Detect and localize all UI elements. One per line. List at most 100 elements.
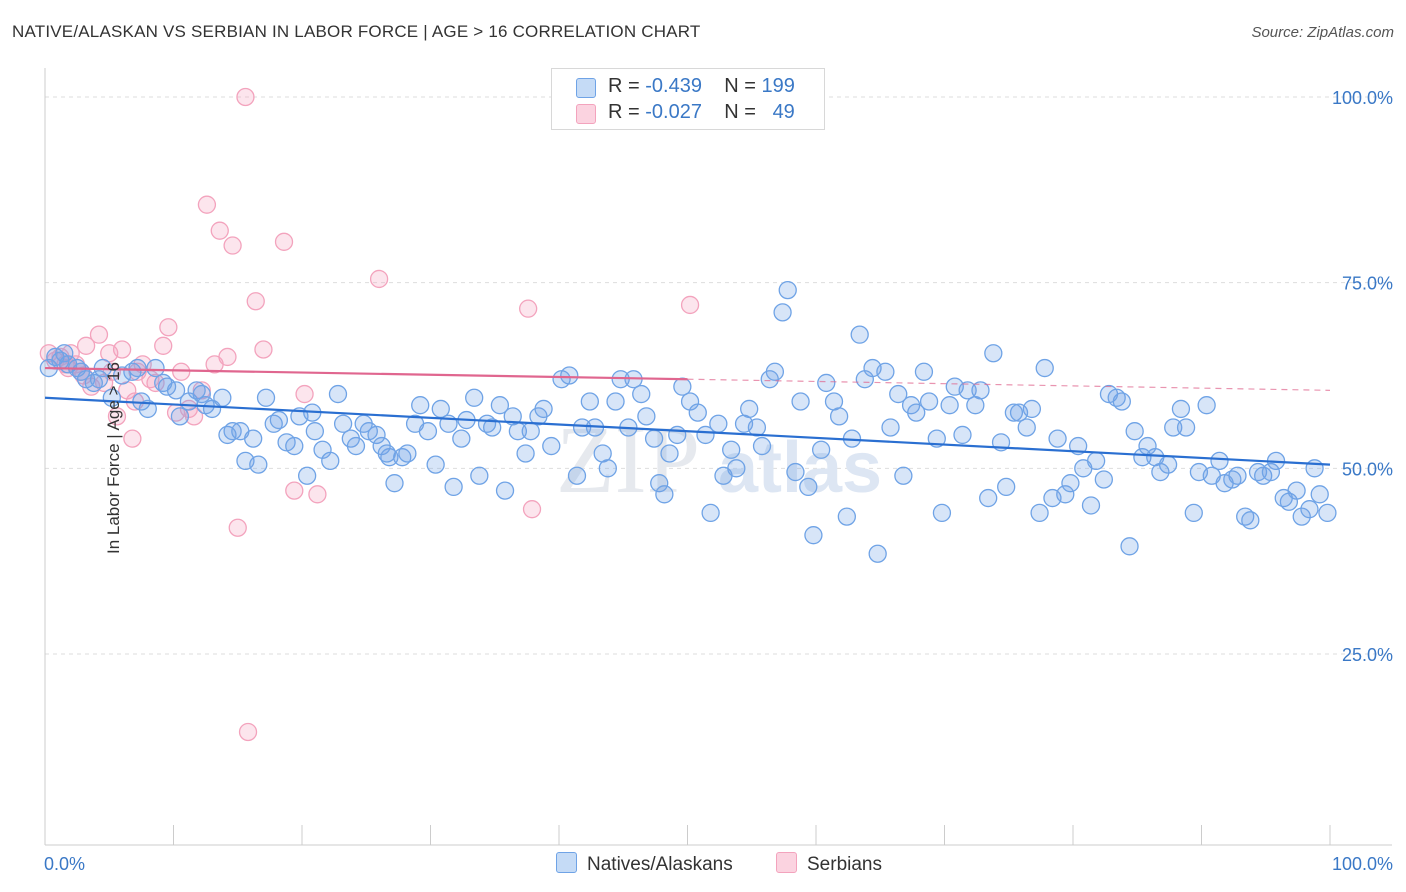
natives-r-value: -0.439 — [645, 75, 702, 97]
native-point-123 — [881, 418, 900, 437]
native-point-121 — [868, 544, 887, 563]
native-point-159 — [1112, 392, 1131, 411]
axes — [44, 68, 1392, 846]
native-point-145 — [1022, 399, 1042, 419]
native-point-71 — [542, 436, 561, 456]
correlation-legend: R = -0.439 N = 199 R = -0.027 N = 49 — [551, 68, 825, 130]
x-tick-label-max: 100.0% — [1332, 854, 1393, 874]
native-point-115 — [829, 407, 849, 426]
native-point-170 — [1184, 503, 1203, 523]
native-point-156 — [1094, 470, 1113, 489]
native-point-74 — [567, 466, 587, 485]
native-point-30 — [269, 410, 289, 430]
serbian-point-29 — [210, 221, 229, 240]
natives-legend-swatch — [556, 852, 577, 873]
native-point-116 — [837, 507, 856, 526]
serbians-n-value: 49 — [772, 101, 795, 123]
native-point-199 — [377, 444, 396, 463]
native-point-129 — [919, 392, 939, 411]
serbians-swatch — [576, 104, 596, 124]
native-point-67 — [516, 444, 535, 463]
bottom-legend-natives: Natives/Alaskans — [556, 852, 733, 876]
native-point-102 — [747, 418, 767, 437]
native-point-79 — [598, 459, 617, 478]
native-point-63 — [490, 396, 510, 415]
trend-lines — [44, 366, 1331, 466]
native-point-125 — [894, 466, 913, 485]
native-point-191 — [1318, 503, 1337, 523]
native-point-132 — [940, 396, 959, 415]
native-point-76 — [580, 392, 599, 411]
native-point-84 — [632, 384, 651, 404]
native-point-138 — [979, 488, 998, 508]
native-point-52 — [418, 422, 438, 441]
natives-swatch — [576, 78, 596, 98]
y-tick-label-25: 25.0% — [1342, 645, 1393, 665]
chart-title: NATIVE/ALASKAN VS SERBIAN IN LABOR FORCE… — [12, 22, 701, 41]
native-point-51 — [411, 396, 430, 415]
native-point-56 — [444, 477, 463, 497]
native-point-73 — [560, 366, 579, 385]
native-point-188 — [1300, 500, 1319, 519]
serbian-point-42 — [519, 299, 538, 318]
native-point-197 — [192, 384, 211, 404]
serbian-point-12 — [107, 407, 127, 426]
native-point-169 — [1176, 418, 1196, 437]
native-point-12 — [138, 399, 157, 419]
native-point-161 — [1125, 422, 1144, 441]
serbian-point-35 — [246, 292, 265, 311]
serbians-stats: R = -0.027 N = 49 — [608, 101, 795, 123]
serbians-trend-line — [44, 366, 688, 381]
native-point-165 — [1151, 462, 1170, 482]
serbians-legend-label: Serbians — [807, 854, 882, 875]
native-point-186 — [1287, 481, 1306, 500]
native-point-75 — [572, 418, 592, 437]
native-point-192 — [55, 344, 74, 363]
native-point-189 — [1305, 459, 1324, 478]
y-tick-label-50: 50.0% — [1342, 459, 1393, 479]
source-label: Source: ZipAtlas.com — [1251, 24, 1394, 41]
native-point-32 — [285, 436, 304, 456]
native-point-135 — [958, 381, 977, 400]
serbian-point-27 — [197, 195, 217, 214]
serbian-point-20 — [154, 336, 173, 355]
serbian-point-41 — [369, 269, 389, 289]
serbian-point-32 — [228, 518, 247, 537]
native-point-139 — [984, 344, 1003, 363]
native-point-62 — [483, 418, 502, 437]
serbian-point-44 — [680, 295, 700, 315]
natives-stats: R = -0.439 N = 199 — [608, 75, 795, 97]
native-point-35 — [305, 422, 325, 441]
native-point-16 — [170, 407, 190, 426]
native-point-187 — [1292, 507, 1311, 526]
native-point-13 — [146, 358, 165, 378]
native-point-23 — [223, 422, 242, 441]
native-point-124 — [889, 384, 908, 404]
native-point-90 — [668, 425, 687, 445]
native-point-93 — [688, 403, 707, 422]
serbian-point-36 — [254, 340, 273, 359]
native-point-151 — [1061, 474, 1080, 493]
native-point-106 — [773, 303, 792, 322]
native-point-53 — [426, 455, 445, 474]
serbian-point-9 — [89, 325, 109, 344]
native-point-111 — [804, 526, 823, 545]
native-point-103 — [752, 436, 772, 456]
native-point-49 — [398, 444, 417, 463]
natives-legend-label: Natives/Alaskans — [587, 854, 733, 875]
native-point-21 — [213, 388, 232, 407]
native-point-98 — [722, 440, 741, 459]
native-point-122 — [876, 362, 895, 381]
native-point-87 — [650, 474, 669, 493]
serbian-point-21 — [159, 318, 178, 337]
gridlines — [45, 96, 1392, 655]
serbian-point-33 — [236, 87, 255, 107]
serbian-points — [39, 87, 700, 742]
native-point-95 — [701, 503, 720, 523]
native-point-149 — [1048, 429, 1067, 448]
native-point-80 — [606, 392, 625, 411]
serbian-point-30 — [218, 347, 237, 367]
native-point-160 — [1120, 537, 1139, 556]
native-point-142 — [1004, 403, 1024, 422]
native-point-194 — [89, 370, 109, 389]
